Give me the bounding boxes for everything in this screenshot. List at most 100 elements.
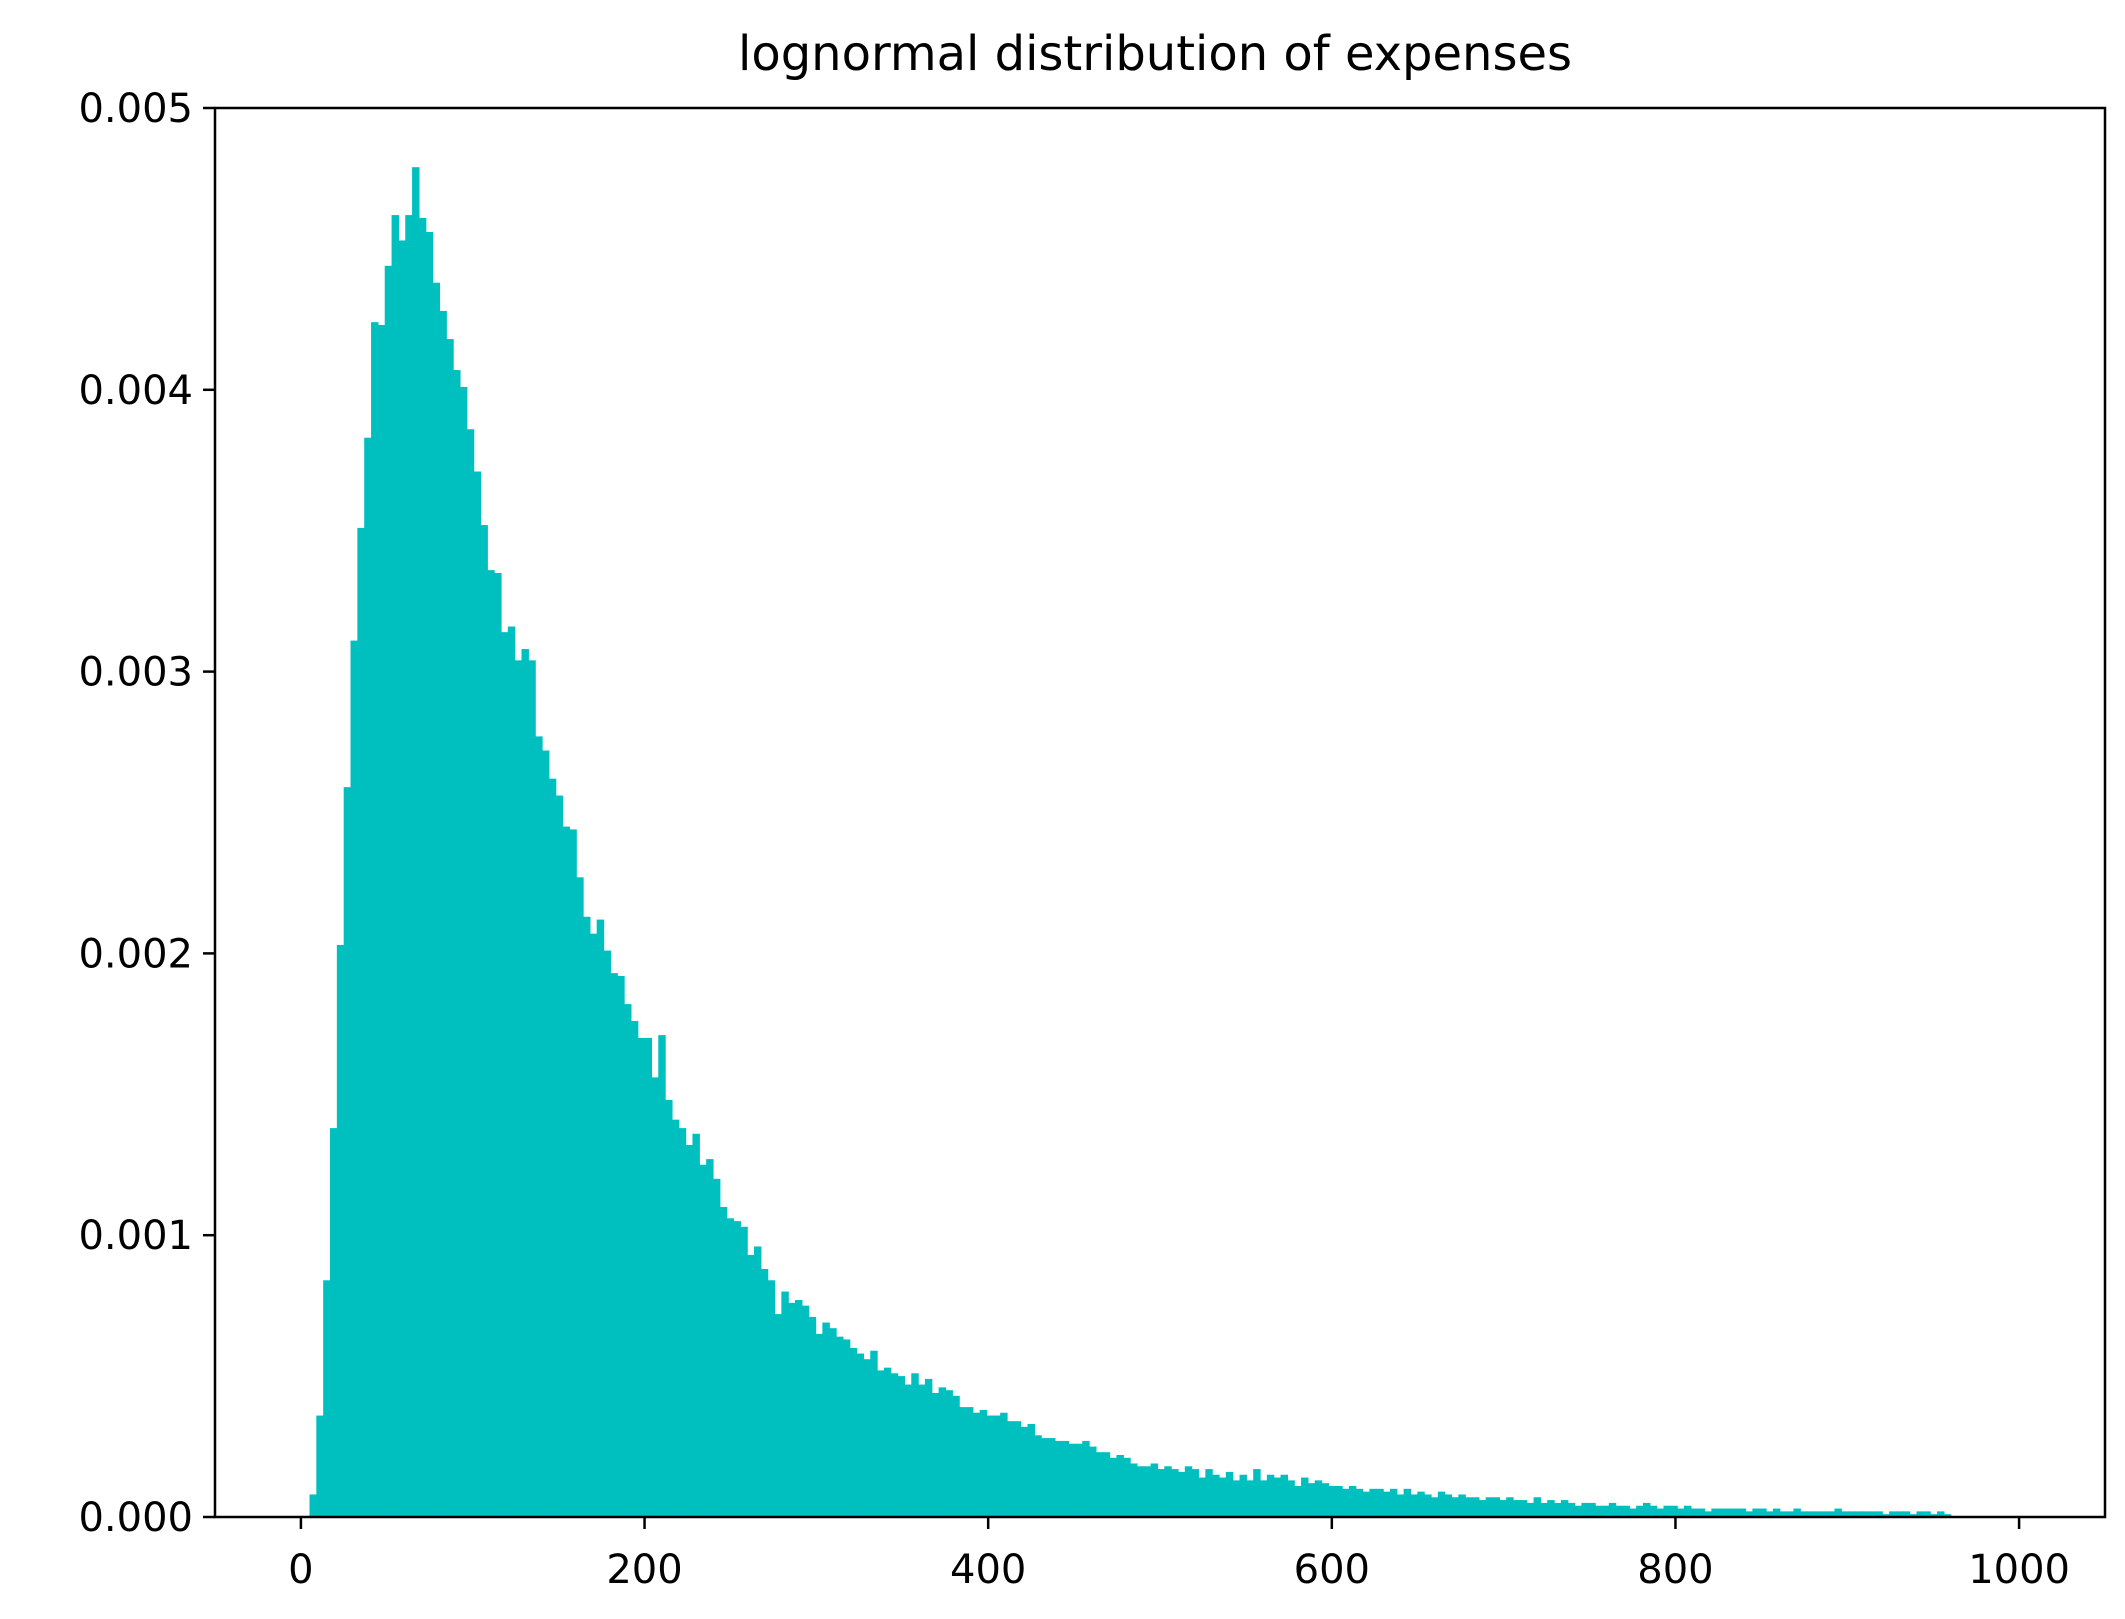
histogram-bar [494, 572, 502, 1517]
histogram-bar [678, 1128, 687, 1517]
histogram-bar [1684, 1505, 1692, 1517]
histogram-bar [1198, 1477, 1206, 1517]
histogram-bar [1307, 1483, 1316, 1517]
histogram-bar [1212, 1474, 1220, 1517]
histogram-bar [665, 1099, 673, 1517]
histogram-bar [1930, 1514, 1938, 1517]
histogram-bar [562, 826, 570, 1517]
histogram-bar [1779, 1511, 1788, 1517]
histogram-bar [364, 437, 372, 1518]
histogram-bar [1184, 1466, 1193, 1517]
histogram-bar [391, 215, 399, 1518]
histogram-bar [480, 525, 488, 1517]
histogram-bar [1239, 1474, 1247, 1517]
histogram-bar [938, 1387, 947, 1517]
histogram-bar [528, 660, 536, 1517]
histogram-bar [1266, 1474, 1275, 1517]
histogram-bar [1731, 1508, 1740, 1517]
histogram-bar [1916, 1511, 1924, 1517]
histogram-bar [965, 1407, 974, 1517]
histogram-bar [1232, 1480, 1241, 1517]
histogram-bar [1369, 1488, 1377, 1517]
histogram-bar [1841, 1511, 1849, 1517]
histogram-bar [658, 1035, 666, 1517]
histogram-bar [1697, 1508, 1706, 1517]
histogram-bar [890, 1373, 899, 1517]
histogram-bar [897, 1376, 906, 1517]
y-tick-label: 0.004 [78, 368, 193, 414]
histogram-bar [1321, 1483, 1330, 1517]
histogram-bar [459, 386, 468, 1518]
histogram-bar [1417, 1491, 1425, 1517]
histogram-bar [1048, 1438, 1056, 1517]
histogram-bar [1437, 1491, 1446, 1517]
histogram-bar [473, 471, 482, 1517]
histogram-bar [1451, 1497, 1459, 1517]
histogram-bar [1075, 1443, 1083, 1517]
histogram-bar [1663, 1505, 1671, 1517]
histogram-bar [911, 1373, 919, 1517]
histogram-bar [336, 944, 345, 1517]
histogram-bar [1328, 1486, 1336, 1517]
histogram-bar [1109, 1457, 1118, 1517]
histogram-bar [870, 1350, 878, 1517]
histogram-bar [357, 527, 365, 1517]
histogram-bar [1636, 1505, 1644, 1517]
histogram-bar [1526, 1502, 1535, 1517]
histogram-bar [466, 429, 475, 1517]
histogram-bar [1800, 1511, 1808, 1517]
histogram-bar [1225, 1471, 1234, 1517]
histogram-bar [1820, 1511, 1829, 1517]
y-tick-label: 0.001 [78, 1213, 193, 1259]
histogram-bar [1430, 1497, 1439, 1517]
x-axis: 0 200 400 600 800 1000 [288, 1517, 2070, 1593]
histogram-bar [822, 1322, 830, 1517]
plot-frame [213, 106, 2107, 1519]
histogram-bar [1547, 1500, 1555, 1517]
histogram-bar [1793, 1508, 1801, 1517]
histogram-bar [1136, 1466, 1145, 1517]
histogram-bar [1191, 1469, 1200, 1517]
histogram-bar [398, 240, 406, 1518]
histogram-bar [1670, 1505, 1678, 1517]
histogram-bar [952, 1395, 960, 1517]
histogram-bar [1718, 1508, 1726, 1517]
histogram-bar [425, 231, 434, 1518]
histogram-bar [1677, 1508, 1685, 1517]
histogram-bar [904, 1384, 912, 1517]
x-tick-label: 600 [1294, 1547, 1370, 1593]
histogram-bar [979, 1409, 988, 1517]
histogram-bar [856, 1353, 865, 1517]
histogram-bar [1813, 1511, 1822, 1517]
histogram-bar [1588, 1502, 1596, 1517]
histogram-bar [733, 1221, 741, 1517]
histogram-bar [1335, 1486, 1343, 1517]
histogram-bar [1567, 1502, 1576, 1517]
histogram-bar [1704, 1511, 1712, 1517]
histogram-bar [1424, 1494, 1432, 1517]
histogram-bar [384, 265, 393, 1517]
histogram-bar [1013, 1421, 1022, 1517]
histogram-bar [555, 795, 564, 1517]
histogram-bar [453, 370, 461, 1517]
histogram-bar [521, 649, 529, 1517]
histogram-bar [1937, 1511, 1945, 1517]
histogram-bar [1478, 1500, 1487, 1517]
histogram-bar [931, 1393, 940, 1517]
histogram-bar [350, 640, 358, 1517]
histogram-bar [418, 217, 427, 1517]
histogram-bar [1827, 1511, 1836, 1517]
histogram-bar [781, 1291, 789, 1517]
histogram-bar [1738, 1508, 1747, 1517]
histogram-bar [945, 1390, 953, 1517]
histogram-bar [1608, 1502, 1617, 1517]
histogram-bar [863, 1359, 871, 1517]
x-tick-label: 1000 [1968, 1547, 2070, 1593]
histogram-bar [1574, 1505, 1583, 1517]
histogram-bar [1027, 1424, 1035, 1517]
histogram-bar [1581, 1502, 1589, 1517]
histogram-bar [1082, 1440, 1090, 1517]
histogram-bar [309, 1494, 317, 1517]
